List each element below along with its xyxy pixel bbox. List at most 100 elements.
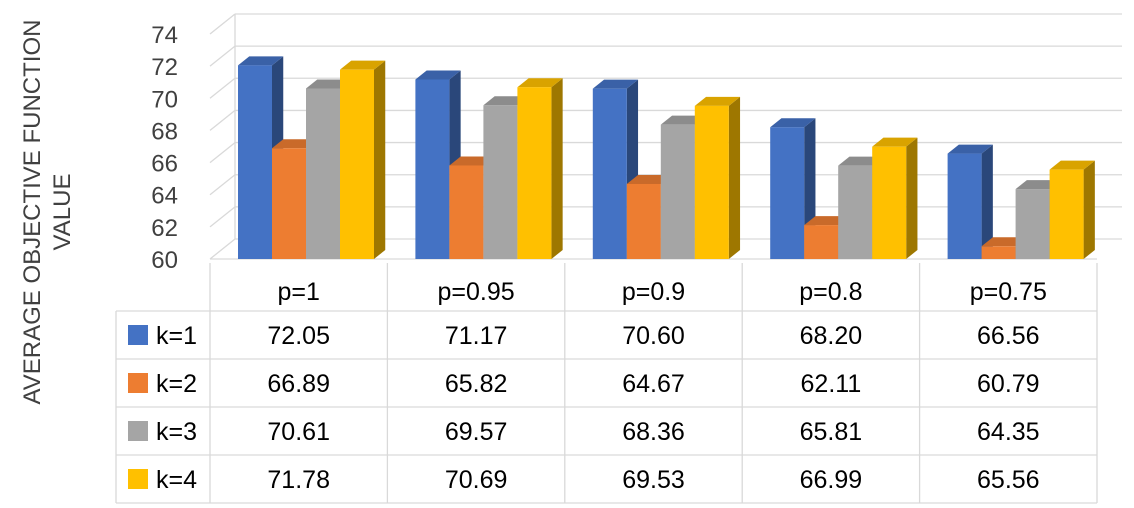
- bar-top: [238, 56, 284, 66]
- data-table-cell: 71.78: [267, 466, 330, 494]
- data-table-cell: 60.79: [977, 370, 1040, 398]
- data-table-cell: 69.53: [622, 466, 685, 494]
- category-label: p=1: [277, 278, 319, 306]
- bar-top: [804, 216, 850, 226]
- bar-top: [660, 115, 707, 125]
- data-table-cell: 66.56: [977, 322, 1040, 350]
- y-tick-label: 70: [151, 86, 178, 113]
- gridline-side: [209, 206, 236, 228]
- y-axis-title: AVERAGE OBJECTIVE FUNCTION: [19, 20, 46, 405]
- y-tick-label: 60: [151, 247, 178, 274]
- data-table-cell: 70.61: [267, 418, 330, 446]
- y-tick-label: 62: [151, 215, 178, 242]
- bar-front: [483, 105, 518, 259]
- bar-front: [449, 165, 484, 259]
- category-label: p=0.75: [970, 278, 1047, 306]
- bar: [340, 60, 386, 259]
- data-table-cell: 68.36: [622, 418, 685, 446]
- bar-front: [1015, 189, 1050, 259]
- data-table-cell: 65.56: [977, 466, 1040, 494]
- gridline-side: [209, 109, 236, 131]
- y-tick-label: 74: [151, 22, 178, 49]
- bar-top: [340, 60, 386, 70]
- y-tick-label: 68: [151, 118, 178, 145]
- bar-side: [551, 78, 563, 259]
- gridline-side: [209, 45, 236, 67]
- data-table-cell: 65.81: [800, 418, 863, 446]
- bar-top: [694, 96, 741, 106]
- bar-side: [1083, 160, 1095, 259]
- data-table-cell: 70.69: [445, 466, 508, 494]
- bar-front: [694, 105, 729, 259]
- gridline-side: [209, 142, 236, 164]
- bar-top: [1049, 160, 1095, 170]
- data-table-cell: 64.35: [977, 418, 1040, 446]
- bar-side: [374, 60, 386, 259]
- bar: [694, 96, 741, 259]
- bar: [947, 144, 993, 259]
- data-table-cell: 72.05: [267, 322, 330, 350]
- data-table-cell: 71.17: [445, 322, 508, 350]
- y-axis-ticks: 60 62 64 66 68 70 72 74: [151, 22, 178, 274]
- legend-swatch: [128, 421, 148, 441]
- y-tick-label: 72: [151, 54, 178, 81]
- legend-swatch: [128, 469, 148, 489]
- bar-top: [415, 70, 461, 80]
- data-table-cell: 65.82: [445, 370, 508, 398]
- bar-top: [272, 139, 318, 149]
- data-table-cell: 70.60: [622, 322, 685, 350]
- bar: [1049, 160, 1095, 259]
- data-table-cell: 69.57: [445, 418, 508, 446]
- gridline-side: [209, 13, 236, 35]
- bar-top: [1015, 180, 1061, 190]
- y-axis-title-line-2: VALUE: [49, 174, 76, 251]
- gridline-side: [209, 77, 236, 99]
- bar-top: [838, 156, 884, 166]
- data-table: p=1 p=0.95 p=0.9 p=0.8 p=0.75 k=1 72.05 71.17 70…: [115, 263, 1098, 504]
- bar-front: [981, 246, 1016, 259]
- bar-front: [804, 225, 839, 259]
- data-table-cell: 66.89: [267, 370, 330, 398]
- y-tick-label: 66: [151, 151, 178, 178]
- bar-front: [626, 183, 661, 259]
- bar-top: [592, 79, 639, 89]
- legend-swatch: [128, 373, 148, 393]
- bar-top: [306, 79, 352, 89]
- bar-front: [660, 124, 695, 260]
- y-tick-label: 64: [151, 183, 178, 210]
- bar-front: [947, 153, 982, 259]
- bar-side: [981, 144, 993, 259]
- category-label: p=0.9: [622, 278, 685, 306]
- bar-top: [872, 137, 918, 147]
- legend-label: k=4: [156, 466, 197, 494]
- bar-top: [947, 144, 993, 154]
- bar-front: [838, 165, 873, 259]
- data-table-cell: 68.20: [800, 322, 863, 350]
- bar-front: [340, 69, 374, 259]
- legend-label: k=3: [156, 418, 197, 446]
- bars: [238, 56, 1095, 260]
- bar-top: [483, 96, 529, 106]
- bar-front: [1049, 169, 1084, 259]
- gridline-side: [209, 238, 236, 260]
- data-table-cell: 62.11: [801, 370, 862, 398]
- bar-top: [517, 78, 563, 88]
- gridline-side: [209, 174, 236, 196]
- legend-label: k=1: [156, 322, 197, 350]
- bar-top: [770, 118, 816, 128]
- bar-front: [592, 88, 627, 260]
- bar: [872, 137, 918, 259]
- bar-front: [517, 87, 552, 259]
- legend-swatch: [128, 325, 148, 345]
- data-table-cell: 64.67: [622, 370, 685, 398]
- bar-top: [981, 237, 1027, 247]
- data-table-cell: 66.99: [800, 466, 863, 494]
- bar: [517, 78, 563, 259]
- bar-front: [770, 127, 805, 259]
- bar-front: [272, 148, 306, 259]
- bar-side: [906, 137, 918, 259]
- bar-side: [728, 96, 741, 259]
- category-label: p=0.95: [438, 278, 515, 306]
- bar-front: [415, 79, 450, 259]
